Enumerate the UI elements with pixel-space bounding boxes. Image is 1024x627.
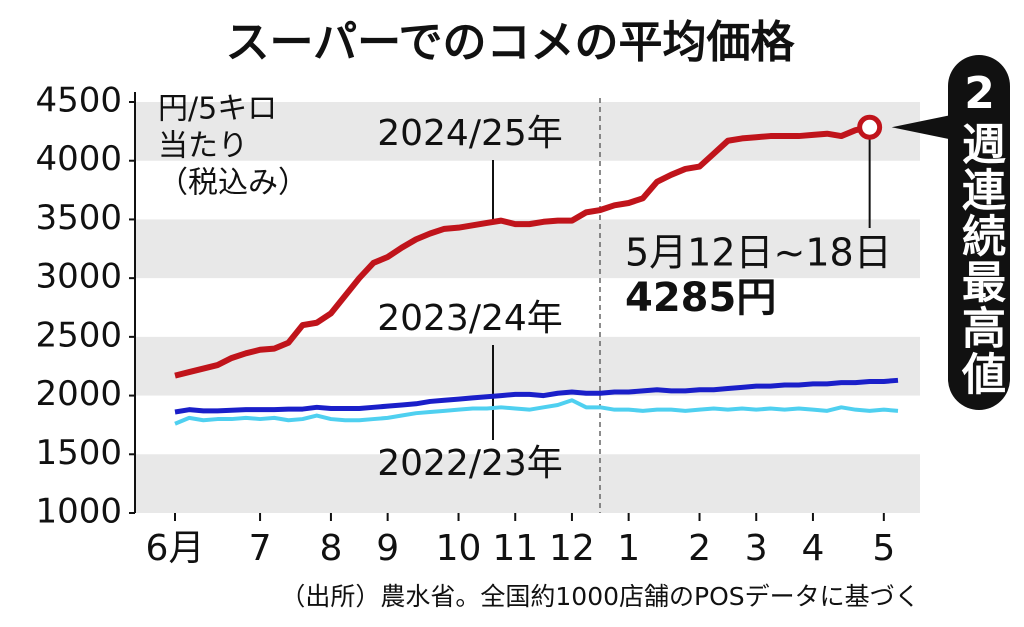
x-tick-label: 8 bbox=[319, 528, 342, 569]
y-tick-label: 3000 bbox=[35, 257, 122, 297]
x-tick-label: 2 bbox=[688, 528, 711, 569]
x-tick-label: 9 bbox=[376, 528, 399, 569]
series-line bbox=[174, 377, 899, 415]
chart-title: スーパーでのコメの平均価格 bbox=[226, 17, 796, 68]
highlight-point bbox=[857, 114, 883, 140]
x-tick-label: 7 bbox=[249, 528, 272, 569]
y-tick-label: 4500 bbox=[35, 81, 122, 121]
y-axis-label: 当たり bbox=[158, 129, 248, 164]
y-tick-label: 1000 bbox=[35, 492, 122, 532]
y-tick-label: 4000 bbox=[35, 139, 122, 179]
x-tick-label: 11 bbox=[492, 528, 538, 569]
y-tick-label: 1500 bbox=[35, 433, 122, 473]
x-tick-label: 12 bbox=[549, 528, 595, 569]
series-line bbox=[174, 398, 899, 426]
annotation: 5月12日~18日 bbox=[625, 231, 892, 275]
x-tick-label: 6月 bbox=[146, 528, 205, 569]
y-tick-label: 3500 bbox=[35, 198, 122, 238]
series-line bbox=[174, 124, 871, 379]
series-label: 2023/24年 bbox=[377, 298, 563, 339]
callout-pointer bbox=[891, 115, 950, 140]
x-tick-label: 4 bbox=[801, 528, 824, 569]
x-tick-label: 10 bbox=[436, 528, 482, 569]
series-label: 2022/23年 bbox=[377, 443, 563, 484]
series-label: 2024/25年 bbox=[377, 113, 563, 154]
grid-band bbox=[135, 102, 920, 161]
y-axis-label: （税込み） bbox=[158, 166, 308, 201]
y-tick-label: 2000 bbox=[35, 374, 122, 414]
annotation: 4285円 bbox=[625, 275, 776, 321]
source: （出所）農水省。全国約1000店舗のPOSデータに基づく bbox=[280, 582, 919, 611]
x-tick-label: 3 bbox=[745, 528, 768, 569]
x-tick-label: 1 bbox=[617, 528, 640, 569]
y-axis-label: 円/5キロ bbox=[158, 92, 277, 127]
callout: 2週連続最高値 bbox=[948, 55, 1010, 410]
grid-band bbox=[135, 454, 920, 513]
grid-band bbox=[135, 219, 920, 279]
y-tick-label: 2500 bbox=[35, 315, 122, 355]
x-tick-label: 5 bbox=[872, 528, 895, 569]
